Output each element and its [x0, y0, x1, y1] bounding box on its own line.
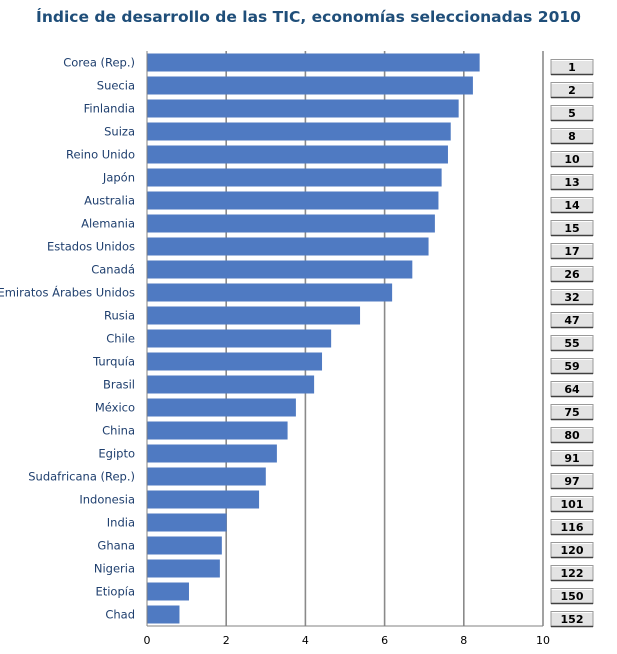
category-label: Rusia [104, 309, 135, 323]
x-tick-label: 0 [144, 634, 151, 647]
rank-boxes: 1 2 5 8 10 13 14 15 17 26 32 47 55 59 64 75 80 91 97 101 116… [550, 59, 594, 628]
bar [147, 582, 189, 601]
bar [147, 467, 266, 486]
bar [147, 214, 435, 233]
bar [147, 122, 451, 141]
axes: 0 2 4 6 8 10 [144, 51, 550, 647]
bars [147, 53, 480, 624]
bar [147, 513, 227, 532]
rank-label: 150 [561, 590, 584, 603]
category-label: Suiza [104, 125, 135, 139]
category-label: Japón [102, 171, 135, 185]
rank-label: 32 [564, 291, 579, 304]
bar [147, 352, 323, 371]
category-label: Egipto [98, 447, 135, 461]
category-label: Suecia [97, 79, 135, 93]
bar [147, 421, 288, 440]
category-label: Chad [105, 608, 135, 622]
bar [147, 99, 459, 118]
category-label: Sudafricana (Rep.) [28, 470, 135, 484]
rank-label: 91 [564, 452, 579, 465]
rank-label: 47 [564, 314, 579, 327]
x-tick-label: 6 [381, 634, 388, 647]
category-label: India [107, 516, 135, 530]
category-label: China [102, 424, 135, 438]
category-label: Nigeria [94, 562, 135, 576]
category-label: Alemania [81, 217, 135, 231]
category-label: Estados Unidos [47, 240, 135, 254]
rank-label: 13 [564, 176, 579, 189]
category-label: Chile [106, 332, 135, 346]
rank-label: 122 [561, 567, 584, 580]
rank-label: 15 [564, 222, 579, 235]
bar [147, 53, 480, 72]
rank-label: 152 [561, 613, 584, 626]
bar [147, 237, 429, 256]
rank-label: 8 [568, 130, 576, 143]
rank-label: 17 [564, 245, 579, 258]
category-labels: Corea (Rep.) Suecia Finlandia Suiza Reino Un… [0, 56, 135, 622]
bar [147, 398, 296, 417]
category-label: Australia [84, 194, 135, 208]
category-label: Turquía [92, 355, 135, 369]
bar [147, 444, 277, 463]
category-label: Canadá [91, 263, 135, 277]
rank-label: 80 [564, 429, 580, 442]
rank-label: 2 [568, 84, 576, 97]
category-label: Indonesia [79, 493, 135, 507]
category-label: Reino Unido [66, 148, 135, 162]
bar [147, 191, 439, 210]
rank-label: 64 [564, 383, 580, 396]
rank-label: 75 [564, 406, 579, 419]
category-label: México [95, 401, 135, 415]
bar [147, 306, 361, 325]
rank-label: 55 [564, 337, 579, 350]
rank-label: 120 [561, 544, 584, 557]
bar [147, 76, 473, 95]
bar [147, 536, 222, 555]
rank-label: 1 [568, 61, 576, 74]
category-label: Finlandia [84, 102, 135, 116]
category-label: Emiratos Árabes Unidos [0, 285, 135, 300]
rank-label: 116 [561, 521, 584, 534]
x-tick-label: 2 [223, 634, 230, 647]
bar [147, 260, 413, 279]
category-label: Corea (Rep.) [63, 56, 135, 70]
x-tick-label: 8 [460, 634, 467, 647]
rank-label: 5 [568, 107, 576, 120]
rank-label: 59 [564, 360, 579, 373]
x-tick-label: 10 [536, 634, 550, 647]
x-tick-label: 4 [302, 634, 309, 647]
bar [147, 490, 260, 509]
category-label: Brasil [103, 378, 135, 392]
bar [147, 605, 180, 624]
rank-label: 26 [564, 268, 580, 281]
bar [147, 145, 448, 164]
rank-label: 10 [564, 153, 580, 166]
rank-label: 14 [564, 199, 580, 212]
rank-label: 101 [561, 498, 584, 511]
bar [147, 559, 220, 578]
bar [147, 329, 332, 348]
bar [147, 168, 442, 187]
chart-title: Índice de desarrollo de las TIC, economí… [36, 8, 581, 26]
category-label: Ghana [97, 539, 135, 553]
bar [147, 283, 393, 302]
category-label: Etiopía [95, 585, 135, 599]
rank-label: 97 [564, 475, 579, 488]
bar [147, 375, 315, 394]
